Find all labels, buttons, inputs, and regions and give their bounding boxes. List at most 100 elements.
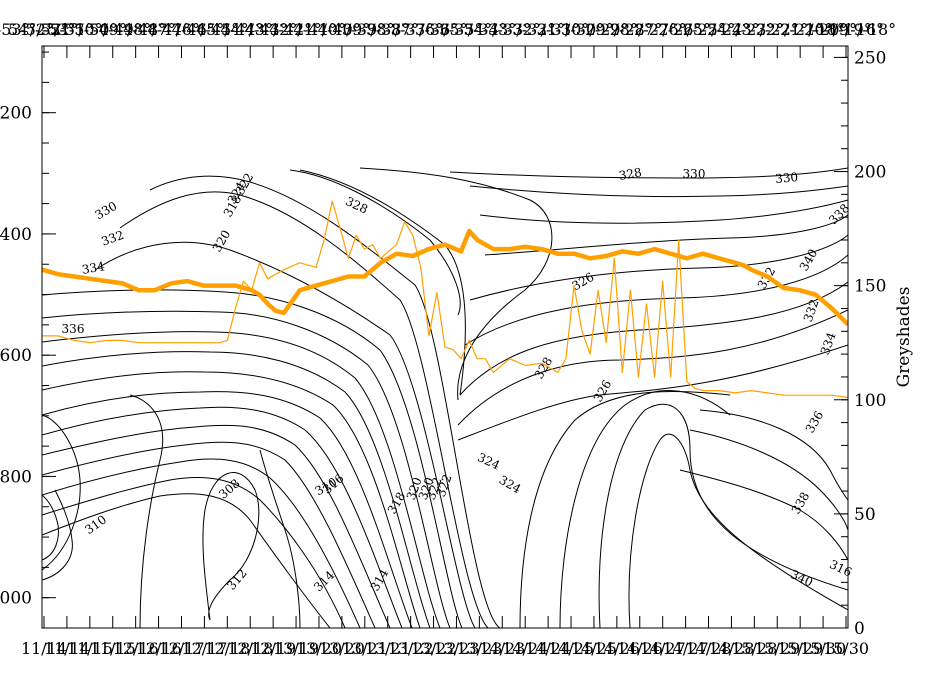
x-top-tick-label: -33°/-32°	[483, 20, 556, 39]
x-bottom-tick-label: 13/21	[365, 639, 411, 658]
x-top-tick-label: -34°/-33°	[458, 20, 531, 39]
contour-line	[689, 429, 848, 531]
contour-line	[42, 331, 441, 628]
x-top-tick-label: -44°/-43°	[215, 20, 288, 39]
y-left-tick-label: 800	[0, 467, 32, 487]
y-right-tick-label: 0	[854, 619, 865, 639]
x-bottom-tick-label: 13/22	[410, 639, 456, 658]
x-bottom-tick-label: 13/19	[273, 639, 319, 658]
contour-line	[42, 424, 391, 628]
x-top-tick-label: -22°/-21°	[750, 20, 823, 39]
x-bottom-tick-label: 14/27	[663, 639, 709, 658]
y-right-tick-label: 50	[854, 505, 876, 525]
contour-line	[42, 406, 403, 628]
x-top-tick-label: -35°/-34°	[434, 20, 507, 39]
contour-line	[259, 449, 301, 628]
x-bottom-tick-label: 15/29	[754, 639, 800, 658]
x-bottom-tick-label: 14/25	[571, 639, 617, 658]
x-top-tick-label: -23°/-22°	[726, 20, 799, 39]
x-bottom-tick-label: 12/18	[204, 639, 250, 658]
contour-line	[628, 433, 848, 628]
contour-line	[42, 458, 361, 628]
y-left-tick-label: 1000	[0, 589, 32, 609]
x-bottom-tick-label: 15/29	[777, 639, 823, 658]
contour-line	[42, 477, 346, 628]
contour-line	[679, 469, 848, 561]
x-bottom-tick-label: 12/16	[136, 639, 182, 658]
x-top-tick-label: -36°/-35°	[410, 20, 483, 39]
x-bottom-tick-label: 13/21	[342, 639, 388, 658]
x-bottom-tick-label: 13/23	[433, 639, 479, 658]
series-thin-line	[42, 200, 848, 399]
contour-label: 334	[81, 259, 106, 277]
contour-label: 336	[62, 322, 85, 336]
contour-line	[42, 493, 331, 628]
y-right-tick-label: 150	[854, 277, 886, 297]
contour-line	[479, 199, 848, 224]
x-bottom-tick-label: 13/20	[296, 639, 342, 658]
x-bottom-tick-label: 11/15	[90, 639, 136, 658]
x-top-tick-label: -48°/-47°	[118, 20, 191, 39]
contour-line	[119, 191, 489, 628]
x-top-tick-label: -38°/-37°	[361, 20, 434, 39]
x-bottom-tick-label: 12/18	[227, 639, 273, 658]
y-axis-right-labels: 0 50 100 150 200 250	[854, 48, 886, 639]
x-bottom-tick-label: 12/16	[113, 639, 159, 658]
x-top-tick-label: -37°/-36°	[385, 20, 458, 39]
x-bottom-tick-label: 15/28	[731, 639, 777, 658]
x-bottom-tick-label: 14/28	[708, 639, 754, 658]
x-top-tick-label: -25°/-24°	[677, 20, 750, 39]
y-axis-left-labels: 200 400 600 800 1000	[0, 104, 32, 609]
y-axis-right-title: Greyshades	[894, 287, 914, 388]
x-bottom-tick-label: 14/26	[617, 639, 663, 658]
contour-line	[559, 390, 731, 628]
x-top-tick-label: -20°/-19°	[799, 20, 872, 39]
x-top-tick-label: -50°/-49°	[69, 20, 142, 39]
x-top-tick-label: -51°/-50°	[45, 20, 118, 39]
x-top-tick-label: -31°/-30°	[531, 20, 604, 39]
x-top-tick-label: -52°/-51°	[20, 20, 93, 39]
x-bottom-tick-label: 11/14	[21, 639, 67, 658]
contour-line	[42, 489, 73, 581]
x-top-tick-label: -40°/-39°	[312, 20, 385, 39]
x-top-tick-label: -27°/-26°	[629, 20, 702, 39]
x-bottom-tick-label: 11/15	[67, 639, 113, 658]
x-bottom-tick-label: 12/19	[250, 639, 296, 658]
contour-line	[464, 254, 848, 346]
x-top-tick-label: -28°/-27°	[604, 20, 677, 39]
contour-line	[457, 309, 848, 426]
x-top-tick-label: -53°/-52°	[0, 20, 69, 39]
plot-frame	[41, 45, 849, 629]
axis-ticks	[42, 46, 848, 629]
y-right-tick-label: 200	[854, 163, 886, 183]
x-top-tick-label: -32°/-31°	[507, 20, 580, 39]
contour-line	[699, 409, 848, 501]
contour-label: 328	[618, 165, 643, 183]
x-bottom-tick-label: 14/25	[548, 639, 594, 658]
x-top-tick-label: -29°/-28°	[580, 20, 653, 39]
x-bottom-tick-label: 13/23	[456, 639, 502, 658]
contour-line	[459, 281, 848, 396]
contour-line	[457, 344, 848, 441]
x-bottom-tick-label: 14/26	[594, 639, 640, 658]
y-left-tick-label: 400	[0, 225, 32, 245]
x-bottom-tick-label: 14/27	[640, 639, 686, 658]
x-top-tick-label: -47°/-46°	[142, 20, 215, 39]
x-top-tick-label: 54°/-53°	[8, 20, 76, 39]
y-right-tick-label: 250	[854, 48, 886, 68]
x-top-tick-label: -49°/-48°	[93, 20, 166, 39]
y-left-tick-label: 600	[0, 346, 32, 366]
contour-line	[469, 234, 848, 301]
x-bottom-tick-label: 13/20	[319, 639, 365, 658]
x-top-tick-label: -42°/-41°	[264, 20, 337, 39]
x-bottom-tick-label: 15/30	[800, 639, 846, 658]
y-left-tick-label: 200	[0, 104, 32, 124]
x-top-tick-label: -18°/-16°	[811, 20, 884, 39]
contour-line	[289, 169, 461, 316]
x-top-tick-label: -41°/-40°	[288, 20, 361, 39]
x-top-tick-label: -45°/-44°	[191, 20, 264, 39]
x-bottom-tick-label: 14/28	[685, 639, 731, 658]
contour-line	[202, 472, 260, 621]
